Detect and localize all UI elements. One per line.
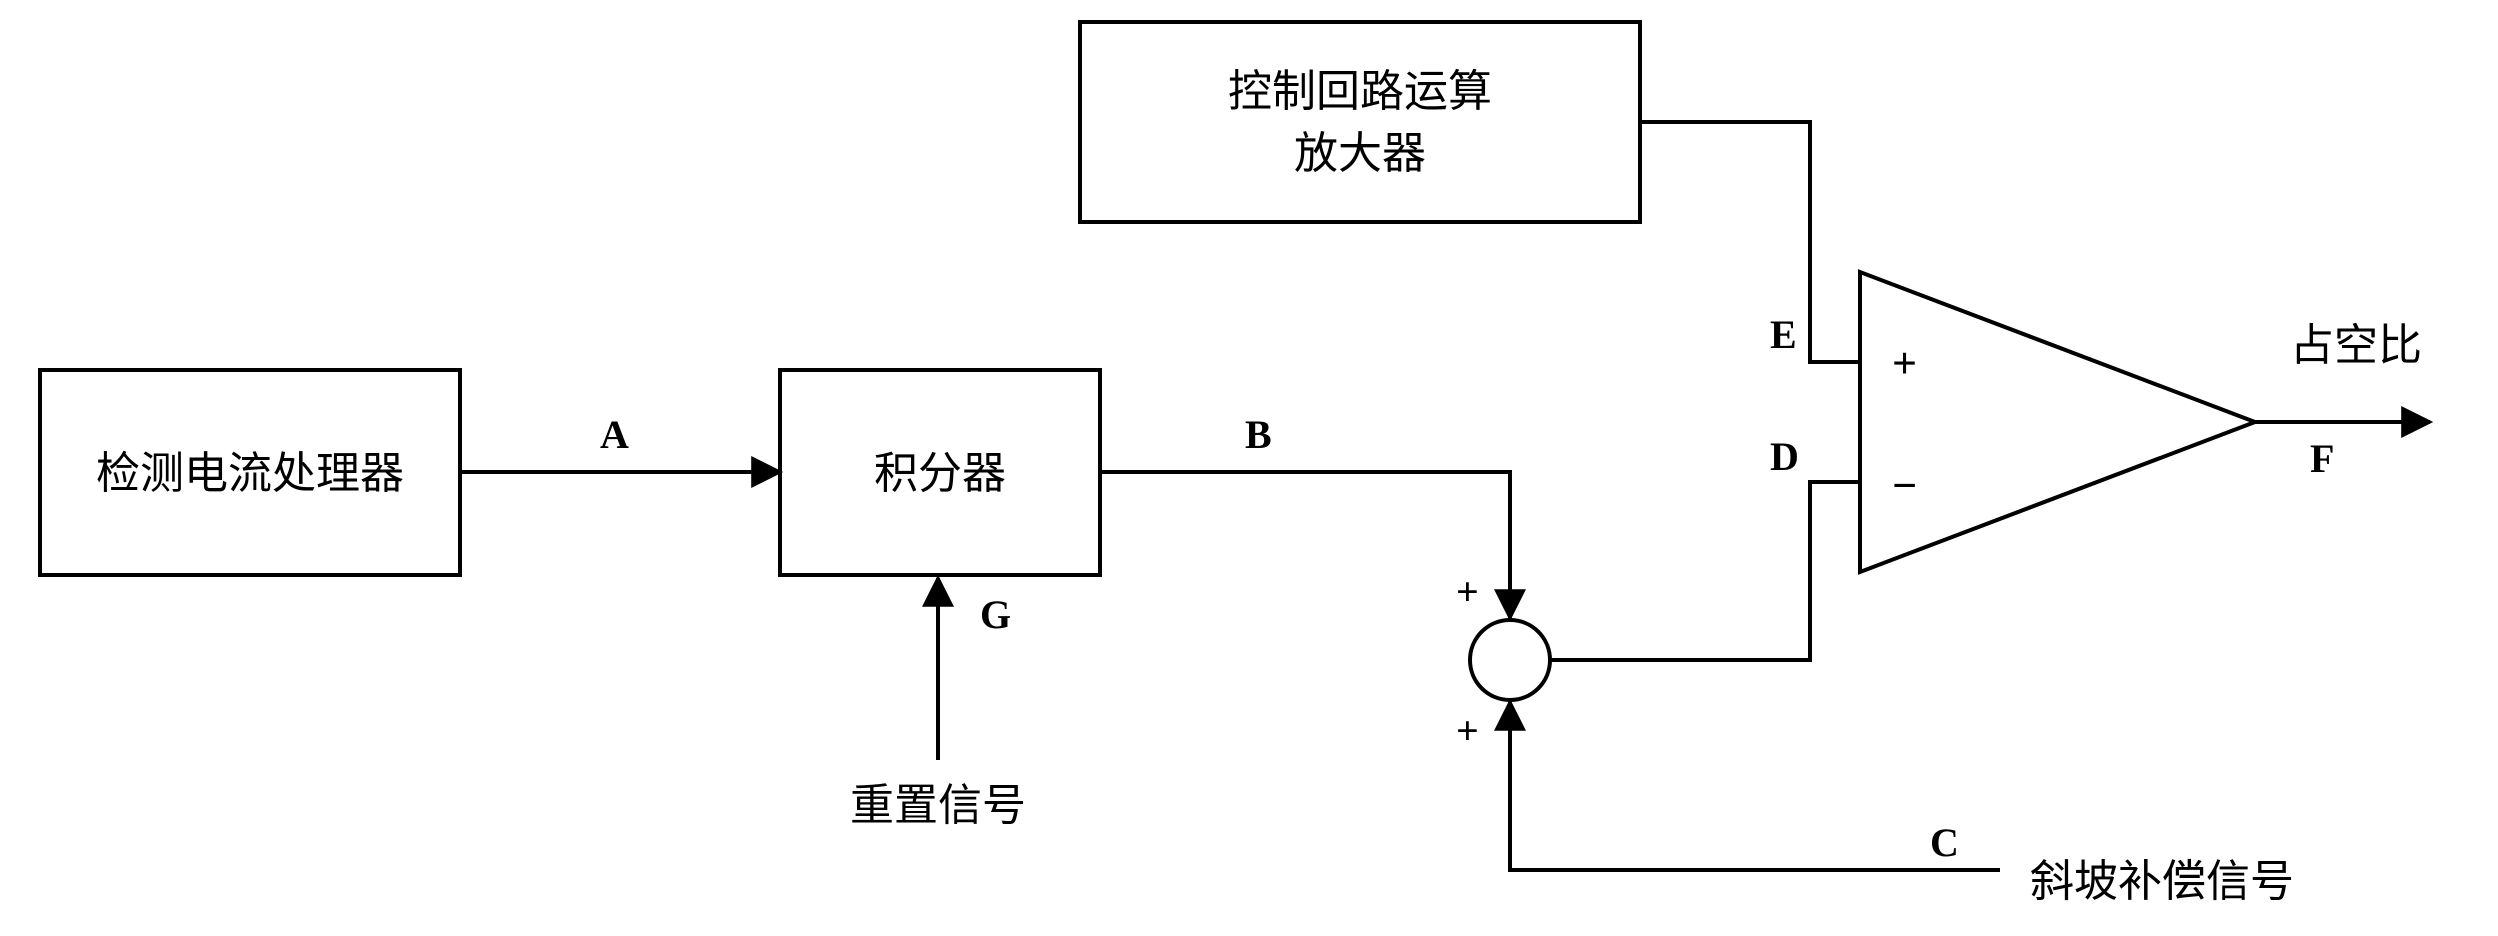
sensor-label: 检测电流处理器 [96,449,404,498]
label-G: G [980,592,1011,637]
label-B: B [1245,412,1272,457]
edge-B [1100,472,1510,618]
label-D: D [1770,434,1799,479]
opamp-label-line2: 放大器 [1294,129,1426,178]
label-A: A [600,412,629,457]
slope-comp-text: 斜坡补偿信号 [2030,857,2294,906]
opamp-block: 控制回路运算 放大器 [1080,22,1640,222]
edge-C [1510,702,2000,870]
label-E: E [1770,312,1797,357]
sensor-block: 检测电流处理器 [40,370,460,575]
integrator-label: 积分器 [874,449,1006,498]
edge-E [1640,122,1860,362]
comparator-minus: − [1892,461,1917,510]
reset-signal-text: 重置信号 [850,781,1026,830]
duty-cycle-text: 占空比 [2290,321,2422,370]
comparator-plus: + [1892,339,1917,388]
sum-plus-top: + [1456,569,1479,614]
comparator [1860,272,2255,572]
sum-node [1470,620,1550,700]
opamp-label-line1: 控制回路运算 [1228,67,1492,116]
label-F: F [2310,436,2334,481]
sum-plus-bottom: + [1456,708,1479,753]
integrator-block: 积分器 [780,370,1100,575]
label-C: C [1930,820,1959,865]
block-diagram: 检测电流处理器 积分器 控制回路运算 放大器 A B + + G 重置信号 E … [0,0,2498,936]
edge-D [1550,482,1860,660]
opamp-rect [1080,22,1640,222]
